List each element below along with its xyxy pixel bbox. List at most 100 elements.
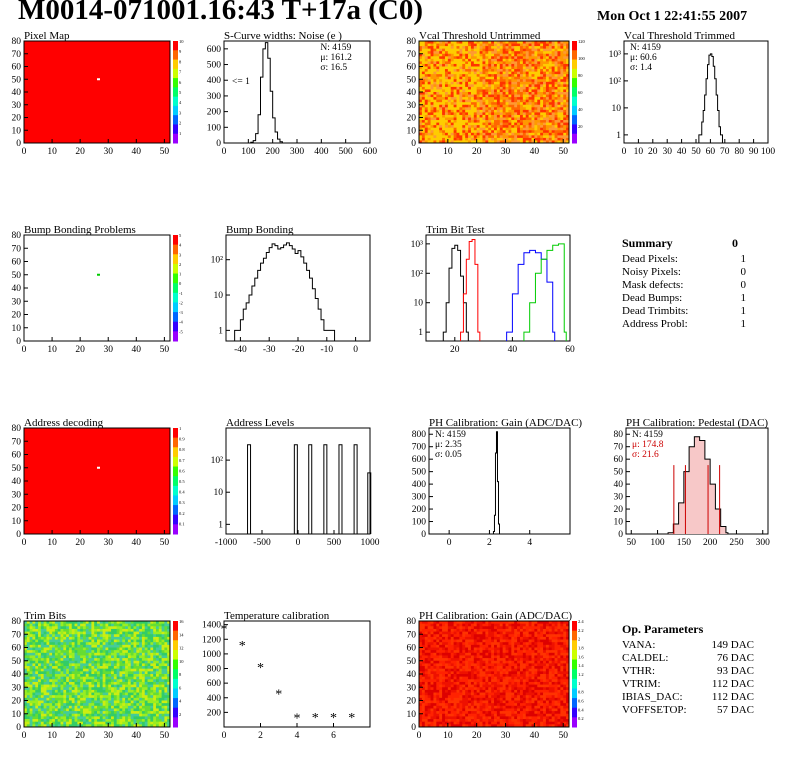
- y-tick-label: 1400: [202, 621, 221, 631]
- ph-gain-map-chart: PH Calibration: Gain (ADC/DAC) 0.2 0.4 0.6 0…: [407, 610, 585, 741]
- summary-label: Noisy Pixels:: [622, 266, 681, 278]
- colorbar: [173, 428, 178, 535]
- plot-frame: [425, 234, 571, 342]
- x-tick-label: -10: [320, 345, 333, 355]
- x-tick-label: 10: [443, 731, 453, 741]
- stats-line: N: 4159: [632, 430, 663, 440]
- level-peak: [247, 444, 252, 534]
- summary-value: 1: [740, 318, 747, 330]
- x-tick-label: 10: [47, 147, 57, 157]
- colorbar-tick-label: 80: [578, 73, 583, 78]
- y-tick-label: 60: [12, 644, 22, 654]
- x-tick-label: 30: [103, 538, 113, 548]
- x-tick-label: 10: [47, 345, 57, 355]
- x-tick-label: 2: [487, 538, 492, 548]
- x-tick-label: 20: [75, 345, 85, 355]
- chart-title: Vcal Threshold Trimmed: [624, 30, 736, 42]
- chart-title: Vcal Threshold Untrimmed: [419, 30, 541, 42]
- y-tick-label: 1: [218, 326, 223, 336]
- heatmap-cells: [419, 621, 570, 728]
- op_params-value: 149 DAC: [711, 639, 754, 651]
- histogram-line: [492, 431, 502, 535]
- x-tick-label: 4: [527, 538, 532, 548]
- colorbar-tick-label: 40: [578, 107, 583, 112]
- colorbar-tick-label: 1: [179, 272, 181, 277]
- x-tick-label: 30: [662, 147, 672, 157]
- colorbar-tick-label: 0.2: [179, 511, 185, 516]
- chart-title: Bump Bonding: [226, 224, 294, 236]
- y-tick-label: 40: [614, 480, 624, 490]
- x-tick-label: 500: [339, 147, 354, 157]
- x-tick-label: 20: [472, 731, 482, 741]
- y-tick-label: 10: [12, 710, 22, 720]
- summary-panel: Summary 0 Dead Pixels: 1 Noisy Pixels: 0 Mas…: [622, 236, 746, 331]
- stats-line: μ: 2.35: [435, 440, 462, 450]
- y-tick-label: 10: [407, 126, 417, 136]
- y-tick-label: 10: [414, 299, 424, 309]
- op-params-panel: Op. Parameters VANA: 149 DAC CALDEL: 76 DAC…: [622, 622, 754, 717]
- scatter-point: *: [239, 639, 246, 654]
- x-tick-label: 250: [729, 538, 744, 548]
- y-tick-label: 10: [12, 324, 22, 334]
- y-tick-label: 800: [207, 665, 222, 675]
- y-tick-label: 70: [407, 50, 417, 60]
- colorbar-tick-label: 120: [578, 39, 586, 44]
- y-tick-label: 70: [614, 443, 624, 453]
- y-tick-label: 0: [411, 723, 416, 733]
- summary-value: 0: [732, 236, 738, 250]
- stats-line: σ: 1.4: [630, 63, 652, 73]
- trim-bits-chart: Trim Bits 2 4 6 8 10 12 14 16 0 10 20 30 40 50 0 10 20 30 4…: [12, 610, 185, 741]
- y-tick-label: 0: [16, 530, 21, 540]
- bump-bonding-chart: Bump Bonding -40 -30 -20 -10 0 1 10 10²: [211, 224, 371, 355]
- x-tick-label: 50: [627, 538, 637, 548]
- chart-title: Pixel Map: [24, 30, 70, 42]
- summary-row: Mask defects: 0: [622, 279, 746, 292]
- histogram-fill: [668, 436, 728, 534]
- x-tick-label: 1000: [361, 538, 380, 548]
- x-tick-label: 0: [22, 731, 27, 741]
- op_params-value: 93 DAC: [717, 665, 754, 677]
- colorbar-tick-label: 2: [179, 262, 181, 267]
- x-tick-label: 30: [103, 345, 113, 355]
- y-tick-label: 10²: [211, 256, 224, 266]
- colorbar-tick-label: 1: [578, 681, 580, 686]
- colorbar-tick-label: 9: [179, 49, 182, 54]
- x-tick-label: 500: [327, 538, 342, 548]
- x-tick-label: 200: [266, 147, 281, 157]
- annotation: <= 1: [232, 77, 250, 87]
- colorbar-tick-label: 0.9: [179, 437, 185, 442]
- stats-line: σ: 21.6: [632, 450, 659, 460]
- y-tick-label: 10²: [211, 456, 224, 466]
- x-tick-label: 20: [75, 538, 85, 548]
- histogram-line: [234, 242, 336, 341]
- colorbar-tick-label: 0.5: [179, 479, 185, 484]
- op_params-label: CALDEL:: [622, 652, 669, 664]
- op_params-row: VOFFSETOP: 57 DAC: [622, 704, 754, 717]
- colorbar-tick-label: 1.6: [578, 654, 584, 659]
- pixel-map-chart: Pixel Map 1 2 3 4 5 6 7 8 9 10 0 10 20 30 40 50 0 10 20 30 40…: [12, 30, 185, 157]
- x-tick-label: 100: [650, 538, 665, 548]
- level-peak: [323, 444, 328, 534]
- y-tick-label: 600: [207, 679, 222, 689]
- y-tick-label: 50: [407, 75, 417, 85]
- x-tick-label: -1000: [215, 538, 237, 548]
- colorbar-tick-label: 6: [179, 80, 182, 85]
- summary-value: 0: [740, 279, 747, 291]
- x-tick-label: 40: [508, 345, 518, 355]
- y-tick-label: 60: [12, 63, 22, 73]
- y-tick-label: 70: [12, 244, 22, 254]
- colorbar-tick-label: 0.6: [179, 468, 185, 473]
- y-tick-label: 80: [407, 617, 417, 627]
- colorbar-tick-label: 1.2: [578, 672, 584, 677]
- y-tick-label: 1: [418, 328, 423, 338]
- colorbar-tick-label: 12: [179, 646, 184, 651]
- x-tick-label: 40: [530, 731, 540, 741]
- x-tick-label: 40: [677, 147, 687, 157]
- colorbar-tick-label: -5: [179, 329, 183, 334]
- colorbar-tick-label: 16: [179, 619, 184, 624]
- op_params-row: CALDEL: 76 DAC: [622, 652, 754, 665]
- x-tick-label: 0: [296, 538, 301, 548]
- colorbar-tick-label: -3: [179, 310, 183, 315]
- x-tick-label: 10: [443, 147, 453, 157]
